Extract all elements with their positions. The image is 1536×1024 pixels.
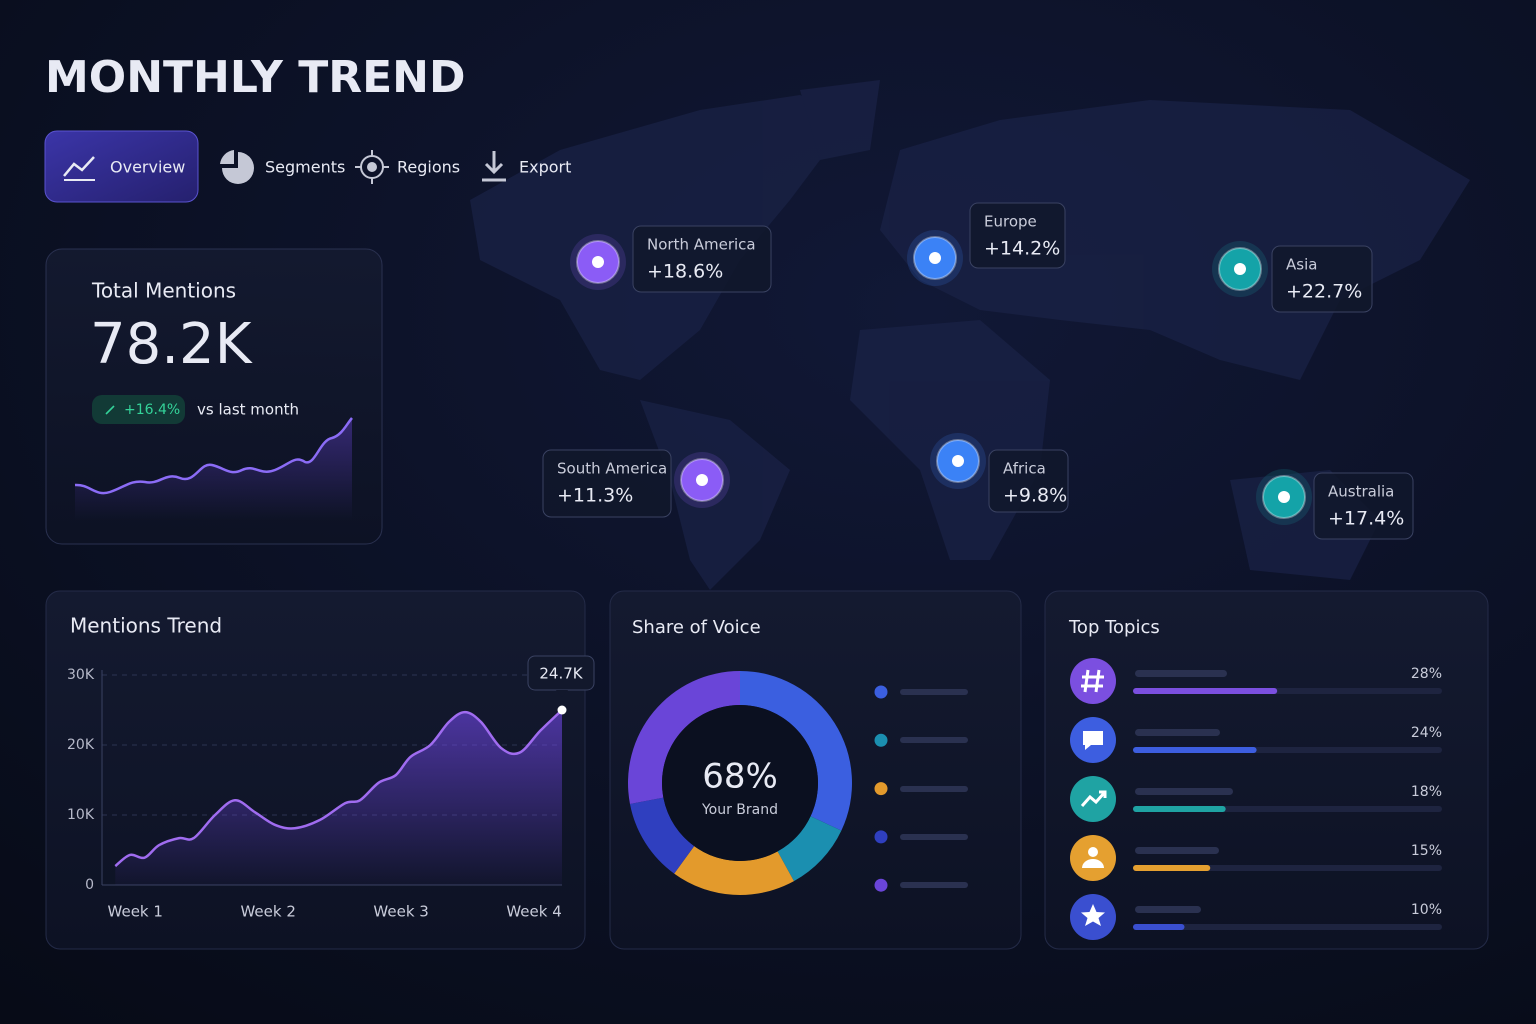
topic-placeholders <box>1135 670 1233 913</box>
region-name: Europe <box>984 213 1037 231</box>
export-icon <box>482 151 506 182</box>
legend-dot <box>874 878 888 892</box>
kpi-label: Total Mentions <box>91 279 236 303</box>
sparkline-area <box>75 418 352 520</box>
pin-center <box>1278 491 1290 503</box>
region-label-box <box>632 225 772 293</box>
tab-label[interactable]: Regions <box>397 158 460 177</box>
donut-hole <box>662 705 818 861</box>
donut-segment <box>629 797 695 874</box>
topic-icon-bg <box>1070 835 1116 881</box>
donut-segment <box>777 816 842 882</box>
change-note: vs last month <box>197 401 299 419</box>
region-name: North America <box>647 236 756 254</box>
region-label-box <box>969 202 1066 269</box>
y-tick-label: 20K <box>67 737 95 753</box>
legend-dot <box>874 733 888 747</box>
region-name: Asia <box>1286 256 1317 274</box>
topic-bar <box>1133 806 1226 812</box>
overview-icon <box>63 156 95 177</box>
topic-value-label: 24% <box>1411 725 1442 741</box>
page-title: MONTHLY TREND <box>45 52 466 103</box>
pin-center <box>929 252 941 264</box>
region-change: +22.7% <box>1286 281 1362 303</box>
topic-icon-bg <box>1070 658 1116 704</box>
topic-track <box>1133 924 1442 930</box>
legend-dot <box>874 685 888 699</box>
region-name: Africa <box>1003 460 1046 478</box>
topic-value-label: 10% <box>1411 902 1442 918</box>
region-change: +18.6% <box>647 261 723 283</box>
card <box>1044 590 1489 950</box>
region-label-box <box>1271 245 1373 313</box>
sparkline <box>74 417 353 495</box>
pin-center <box>696 474 708 486</box>
peak-point <box>557 705 567 715</box>
legend-placeholders <box>900 689 968 888</box>
pin-center <box>1234 263 1246 275</box>
pin-center <box>952 455 964 467</box>
topic-bar <box>1133 865 1211 871</box>
x-tick-label: Week 2 <box>240 903 295 921</box>
donut-center-label: Your Brand <box>701 802 778 818</box>
segments-icon <box>222 152 254 184</box>
region-change: +17.4% <box>1328 508 1404 530</box>
region-change: +14.2% <box>984 238 1060 260</box>
trend-area <box>115 710 562 885</box>
regions-icon <box>355 150 389 184</box>
tab-label[interactable]: Export <box>519 158 571 177</box>
region-label-box <box>988 449 1069 513</box>
tooltip-pointer <box>556 690 568 697</box>
region-change: +11.3% <box>557 485 633 507</box>
trend-line <box>114 709 563 868</box>
x-tick-label: Week 1 <box>108 903 163 921</box>
donut-segment <box>628 671 740 804</box>
tab-label[interactable]: Segments <box>265 158 345 177</box>
donut-center-value: 68% <box>702 757 778 797</box>
change-pill <box>92 395 185 424</box>
segments-icon-slice <box>220 150 234 164</box>
region-name: Australia <box>1328 483 1394 501</box>
legend-dot <box>874 830 888 844</box>
topic-icons <box>1080 669 1107 926</box>
topic-bar <box>1133 747 1257 753</box>
topic-bar <box>1133 688 1278 694</box>
donut-segment <box>674 846 794 896</box>
legend-dot <box>874 782 888 796</box>
card-title: Top Topics <box>1068 617 1160 638</box>
pin-center <box>592 256 604 268</box>
kpi-value: 78.2K <box>90 312 253 377</box>
topic-bar <box>1133 924 1185 930</box>
y-tick-label: 0 <box>85 877 94 893</box>
y-tick-label: 30K <box>67 667 95 683</box>
topic-value-label: 15% <box>1411 843 1442 859</box>
tab-label[interactable]: Overview <box>110 158 185 177</box>
change-value: +16.4% <box>124 402 180 418</box>
x-tick-label: Week 4 <box>506 903 561 921</box>
donut-segment <box>740 671 853 831</box>
card-title: Share of Voice <box>632 617 761 638</box>
y-tick-label: 10K <box>67 807 95 823</box>
region-label-box <box>542 449 672 518</box>
region-label-box <box>1313 472 1414 540</box>
topic-track <box>1133 865 1442 871</box>
x-tick-label: Week 3 <box>373 903 428 921</box>
region-change: +9.8% <box>1003 485 1067 507</box>
topic-value-label: 18% <box>1411 784 1442 800</box>
marks: North America +18.6% Europe +14.2% Asia +22.7… <box>67 202 1442 940</box>
tab-active[interactable] <box>44 130 199 203</box>
up-arrow <box>105 405 115 415</box>
region-name: South America <box>557 460 667 478</box>
tooltip-label: 24.7K <box>539 665 583 683</box>
topic-value-label: 28% <box>1411 666 1442 682</box>
card-title: Mentions Trend <box>70 614 222 638</box>
